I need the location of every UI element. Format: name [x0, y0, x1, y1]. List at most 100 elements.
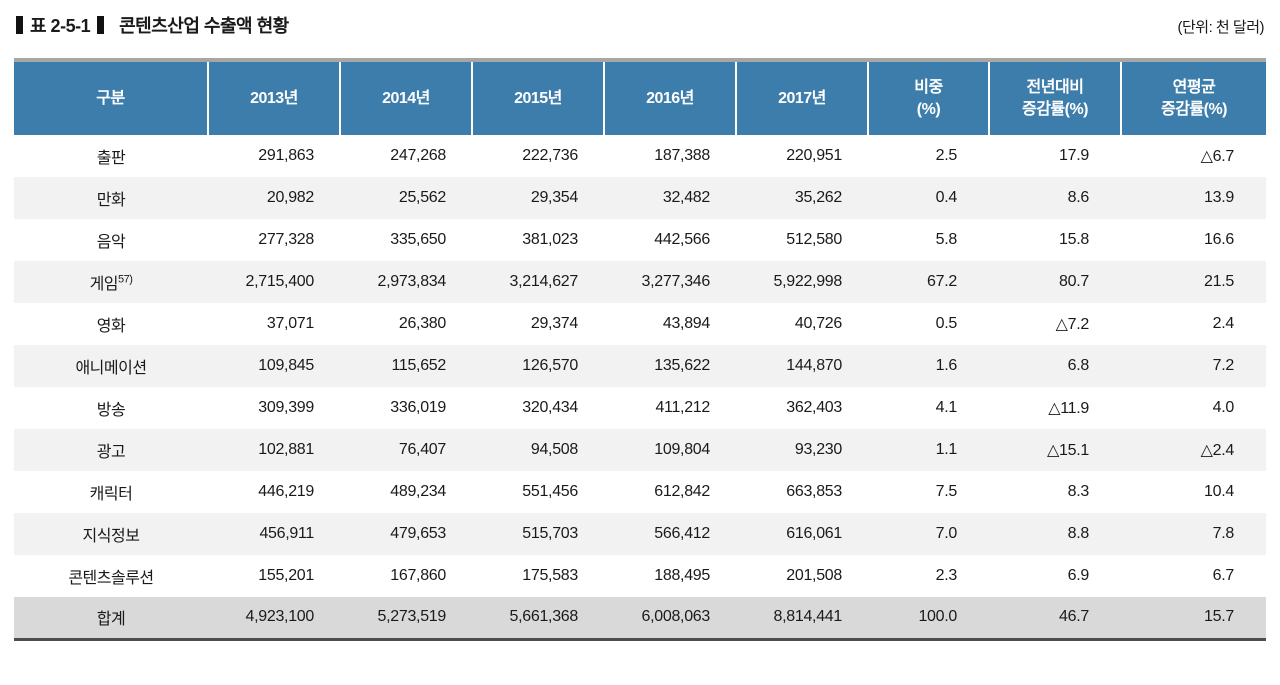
percent-cell: 1.1 [868, 429, 989, 471]
category-cell: 만화 [14, 177, 208, 219]
table-row-4: 영화 37,071 26,380 29,374 43,894 40,726 0.5 △7.2 2… [14, 303, 1266, 345]
value-cell: 109,804 [604, 429, 736, 471]
export-amount-table: 구분 2013년 2014년 2015년 2016년 2017년 비중 (%) … [14, 58, 1266, 641]
value-cell: 2,973,834 [340, 261, 472, 303]
column-header-2013: 2013년 [208, 60, 341, 135]
caption-bar-icon [16, 16, 23, 34]
column-header-2014: 2014년 [340, 60, 473, 135]
percent-cell: △11.9 [1048, 400, 1089, 417]
value-cell: 25,562 [340, 177, 472, 219]
table-row-2: 음악 277,328 335,650 381,023 442,566 512,580 5.8… [14, 219, 1266, 261]
percent-cell: 0.5 [935, 315, 958, 332]
column-header-share: 비중 (%) [868, 60, 990, 135]
value-cell: 277,328 [258, 231, 314, 248]
value-cell: 5,661,368 [472, 597, 604, 639]
percent-cell: 16.6 [1204, 231, 1234, 248]
value-cell: 479,653 [340, 513, 472, 555]
value-cell: 335,650 [390, 231, 446, 248]
value-cell: 155,201 [258, 567, 314, 584]
percent-cell: 7.2 [1121, 345, 1266, 387]
table-row-10: 콘텐츠솔루션 155,201 167,860 175,583 188,495 201,50… [14, 555, 1266, 597]
value-cell: 109,845 [208, 345, 340, 387]
value-cell: 35,262 [736, 177, 868, 219]
percent-cell: △15.1 [989, 429, 1121, 471]
category-cell: 음악 [96, 234, 126, 251]
value-cell: 3,214,627 [472, 261, 604, 303]
category-cell: 광고 [14, 429, 208, 471]
percent-cell: 6.7 [1212, 567, 1235, 584]
table-row-0: 출판 291,863 247,268 222,736 187,388 220,951 2.5… [14, 135, 1266, 177]
table-row-6: 방송 309,399 336,019 320,434 411,212 362,403 4.1… [14, 387, 1266, 429]
caption-bar-icon [97, 16, 105, 34]
percent-cell: 6.9 [1067, 567, 1090, 584]
value-cell: 515,703 [472, 513, 604, 555]
value-cell: 5,273,519 [340, 597, 472, 639]
category-cell: 콘텐츠솔루션 [68, 570, 154, 587]
percent-cell: 6.8 [989, 345, 1121, 387]
value-cell: 222,736 [522, 147, 578, 164]
table-number: 표 2-5-1 [30, 16, 91, 36]
value-cell: 362,403 [786, 399, 842, 416]
value-cell: 320,434 [522, 399, 578, 416]
value-cell: 6,008,063 [604, 597, 736, 639]
footnote-marker: 57) [118, 273, 133, 286]
column-header-2016: 2016년 [604, 60, 737, 135]
value-cell: 512,580 [786, 231, 842, 248]
table-caption: 표 2-5-1 콘텐츠산업 수출액 현황 [16, 12, 289, 38]
percent-cell: 5.8 [935, 231, 958, 248]
value-cell: 102,881 [208, 429, 340, 471]
value-cell: 29,354 [472, 177, 604, 219]
category-cell: 애니메이션 [14, 345, 208, 387]
value-cell: 4,923,100 [208, 597, 340, 639]
category-cell: 영화 [96, 318, 126, 335]
percent-cell: 17.9 [1059, 147, 1089, 164]
percent-cell: 21.5 [1121, 261, 1266, 303]
table-row-total: 합계 4,923,100 5,273,519 5,661,368 6,008,063 8,… [14, 597, 1266, 639]
percent-cell: 7.0 [868, 513, 989, 555]
percent-cell: 2.3 [935, 567, 958, 584]
percent-cell: 1.6 [868, 345, 989, 387]
table-row-1: 만화 20,982 25,562 29,354 32,482 35,262 0.4 8.6 13… [14, 177, 1266, 219]
value-cell: 446,219 [258, 483, 314, 500]
report-page: 표 2-5-1 콘텐츠산업 수출액 현황 (단위: 천 달러) 구분 2013년… [14, 12, 1266, 641]
value-cell: 167,860 [390, 567, 446, 584]
value-cell: 126,570 [472, 345, 604, 387]
value-cell: 663,853 [786, 483, 842, 500]
column-header-yoy-growth: 전년대비 증감률(%) [989, 60, 1122, 135]
value-cell: 456,911 [208, 513, 340, 555]
table-row-9: 지식정보 456,911 479,653 515,703 566,412 616,061 7… [14, 513, 1266, 555]
percent-cell: △7.2 [1055, 316, 1090, 333]
value-cell: 43,894 [662, 315, 710, 332]
value-cell: 135,622 [604, 345, 736, 387]
percent-cell: 15.7 [1121, 597, 1266, 639]
unit-label: (단위: 천 달러) [1177, 19, 1265, 36]
value-cell: 187,388 [654, 147, 710, 164]
percent-cell: 8.8 [989, 513, 1121, 555]
table-row-5: 애니메이션 109,845 115,652 126,570 135,622 144,870… [14, 345, 1266, 387]
percent-cell: 4.0 [1212, 399, 1235, 416]
value-cell: 26,380 [398, 315, 446, 332]
percent-cell: 46.7 [989, 597, 1121, 639]
category-cell: 출판 [96, 150, 126, 167]
category-cell: 합계 [14, 597, 208, 639]
value-cell: 115,652 [340, 345, 472, 387]
value-cell: 616,061 [736, 513, 868, 555]
percent-cell: 2.5 [935, 147, 958, 164]
value-cell: 94,508 [472, 429, 604, 471]
category-cell: 지식정보 [14, 513, 208, 555]
percent-cell: 67.2 [868, 261, 989, 303]
value-cell: 489,234 [390, 483, 446, 500]
table-row-3: 게임57) 2,715,400 2,973,834 3,214,627 3,277,34… [14, 261, 1266, 303]
column-header-2015: 2015년 [472, 60, 605, 135]
percent-cell: 2.4 [1212, 315, 1235, 332]
percent-cell: 10.4 [1204, 483, 1234, 500]
value-cell: 201,508 [786, 567, 842, 584]
percent-cell: 7.8 [1121, 513, 1266, 555]
value-cell: 336,019 [390, 399, 446, 416]
value-cell: 32,482 [604, 177, 736, 219]
value-cell: 93,230 [736, 429, 868, 471]
category-cell: 게임57) [14, 261, 208, 303]
value-cell: 29,374 [530, 315, 578, 332]
table-row-8: 캐릭터 446,219 489,234 551,456 612,842 663,853 7.… [14, 471, 1266, 513]
value-cell: 76,407 [340, 429, 472, 471]
